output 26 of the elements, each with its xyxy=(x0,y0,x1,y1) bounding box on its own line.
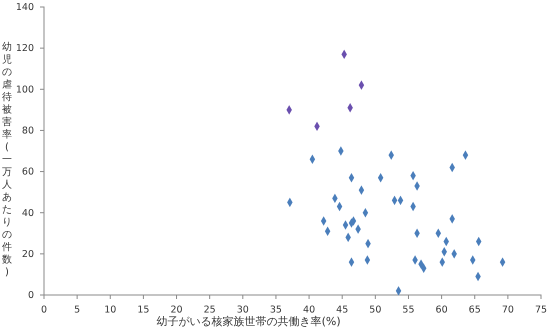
x-tick-label: 50 xyxy=(369,304,382,316)
y-tick-label: 80 xyxy=(22,125,34,136)
x-tick-label: 45 xyxy=(336,304,348,316)
x-tick-label: 0 xyxy=(40,304,48,316)
y-tick-label: 120 xyxy=(16,43,34,54)
y-tick-label: 100 xyxy=(16,84,34,96)
text: 幼児の虐待被害率(一万人あたりの件数) xyxy=(2,42,12,278)
x-tick-label: 65 xyxy=(468,304,481,316)
x-tick-label: 20 xyxy=(170,304,183,316)
x-tick-label: 70 xyxy=(502,304,514,316)
x-axis-title: 幼子がいる核家族世帯の共働き率(%) xyxy=(156,315,341,328)
x-tick-label: 55 xyxy=(402,304,415,316)
x-tick-label: 10 xyxy=(104,304,116,316)
x-tick-label: 75 xyxy=(534,304,548,316)
y-tick-label: 60 xyxy=(22,166,34,178)
x-tick-label: 15 xyxy=(137,304,150,316)
x-tick-label: 30 xyxy=(236,304,249,316)
x-tick-label: 60 xyxy=(436,304,448,316)
x-tick-label: 25 xyxy=(204,304,216,316)
x-tick-label: 35 xyxy=(270,304,282,316)
y-tick-label: 0 xyxy=(28,290,34,302)
x-tick-label: 40 xyxy=(303,304,316,316)
x-tick-label: 5 xyxy=(74,304,80,316)
y-tick-label: 20 xyxy=(22,248,34,260)
y-tick-label: 40 xyxy=(22,208,34,219)
y-tick-label: 140 xyxy=(16,2,34,14)
